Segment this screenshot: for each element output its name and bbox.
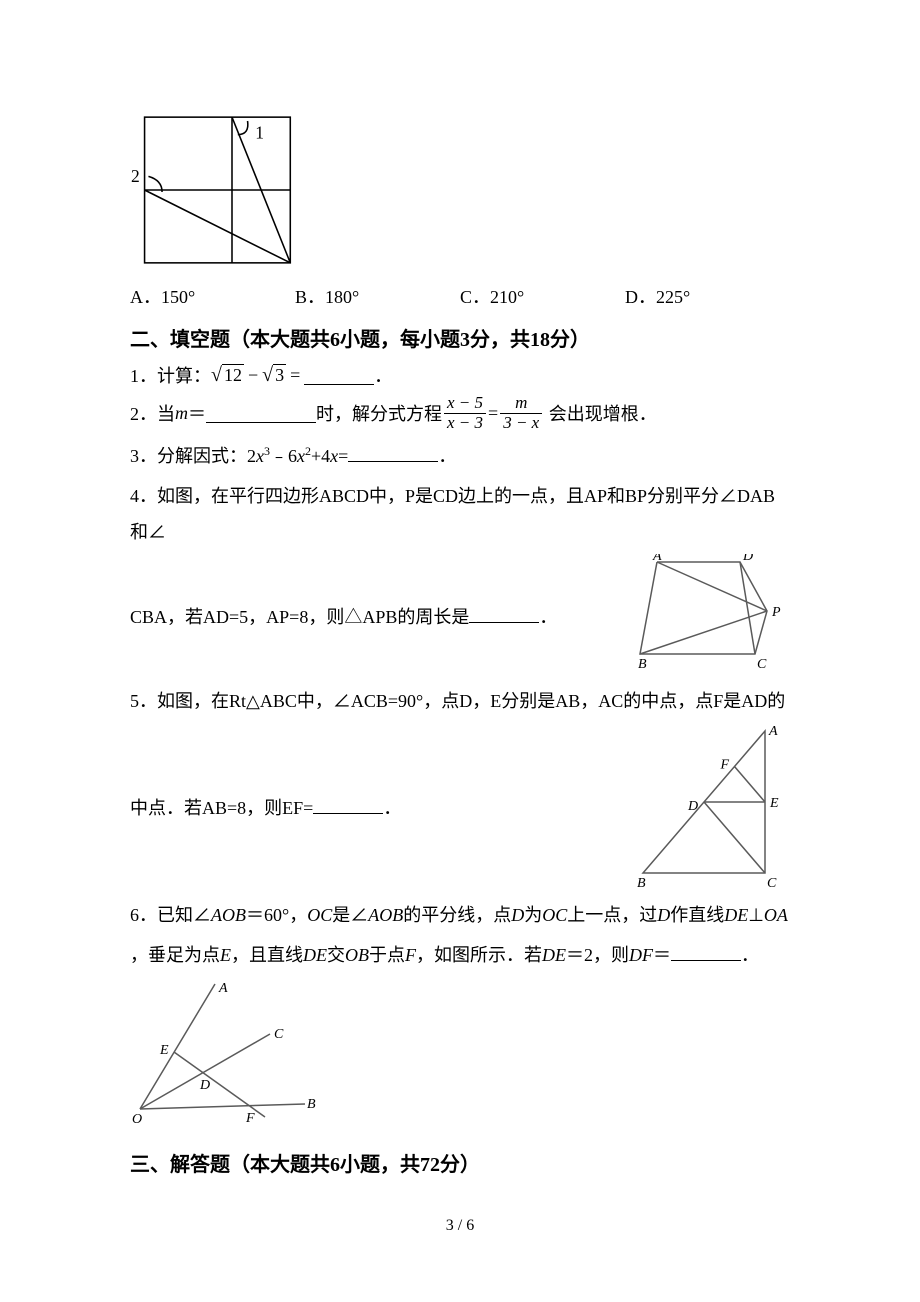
q2-2-frac2: m 3 − x bbox=[500, 394, 542, 432]
q2-2-frac1: x − 5 x − 3 bbox=[444, 394, 486, 432]
svg-text:2: 2 bbox=[131, 166, 140, 186]
q2-1-blank bbox=[304, 366, 374, 385]
q2-4-line2: CBA，若AD=5，AP=8，则△APB的周长是． bbox=[130, 599, 623, 635]
option-b: B．180° bbox=[295, 283, 460, 309]
fig-angle-bisector: O A C B E D F bbox=[130, 979, 790, 1134]
fig-angles: 12 bbox=[130, 110, 790, 275]
q2-1: 1．计算： √12 − √3 = ． bbox=[130, 362, 790, 388]
fig-angles-svg: 12 bbox=[130, 110, 300, 270]
section-2-title: 二、填空题（本大题共6小题，每小题3分，共18分） bbox=[130, 323, 790, 352]
svg-text:1: 1 bbox=[255, 123, 264, 143]
svg-text:F: F bbox=[720, 758, 730, 773]
fig-parallelogram: A D B C P bbox=[635, 554, 790, 679]
q2-2-blank bbox=[206, 404, 316, 423]
fig-triangle-def: A B C D E F bbox=[635, 723, 790, 893]
q2-5-row: 中点．若AB=8，则EF=． A B C D E F bbox=[130, 723, 790, 893]
svg-text:C: C bbox=[767, 876, 777, 888]
svg-text:D: D bbox=[687, 799, 698, 814]
svg-text:B: B bbox=[637, 876, 646, 888]
svg-text:C: C bbox=[757, 657, 767, 672]
q2-2: 2．当 m ＝ 时，解分式方程 x − 5 x − 3 = m 3 − x 会出… bbox=[130, 394, 790, 432]
q2-1-prefix: 1．计算： bbox=[130, 362, 211, 388]
q2-1-sqrt12: √12 bbox=[211, 364, 244, 387]
svg-text:A: A bbox=[652, 554, 662, 564]
option-d: D．225° bbox=[625, 283, 790, 309]
svg-text:B: B bbox=[307, 1097, 316, 1112]
svg-text:C: C bbox=[274, 1027, 284, 1042]
page-number: 3 / 6 bbox=[130, 1217, 790, 1235]
q2-3: 3．分解因式：2x3﹣6x2+4x=． bbox=[130, 438, 790, 474]
q2-6-blank bbox=[671, 942, 741, 961]
page: 12 A．150° B．180° C．210° D．225° 二、填空题（本大题… bbox=[0, 0, 920, 1295]
q2-5-line1: 5．如图，在Rt△ABC中，∠ACB=90°，点D，E分别是AB，AC的中点，点… bbox=[130, 683, 790, 719]
svg-text:A: A bbox=[768, 724, 778, 739]
svg-text:D: D bbox=[742, 554, 753, 564]
q2-6-line2: ，垂足为点E，且直线DE交OB于点F，如图所示．若DE＝2，则DF＝． bbox=[130, 937, 790, 973]
q2-5-blank bbox=[313, 795, 383, 814]
svg-text:F: F bbox=[245, 1111, 255, 1126]
svg-text:E: E bbox=[159, 1043, 169, 1058]
q2-5-line2: 中点．若AB=8，则EF=． bbox=[130, 790, 623, 826]
option-a: A．150° bbox=[130, 283, 295, 309]
svg-text:E: E bbox=[769, 796, 779, 811]
q2-1-sqrt3: √3 bbox=[262, 364, 286, 387]
mc-options: A．150° B．180° C．210° D．225° bbox=[130, 283, 790, 309]
option-c: C．210° bbox=[460, 283, 625, 309]
q2-4-line1: 4．如图，在平行四边形ABCD中，P是CD边上的一点，且AP和BP分别平分∠DA… bbox=[130, 478, 790, 550]
section-3-title: 三、解答题（本大题共6小题，共72分） bbox=[130, 1148, 790, 1177]
svg-text:D: D bbox=[199, 1078, 210, 1093]
svg-text:B: B bbox=[638, 657, 647, 672]
q2-6-line1: 6．已知∠AOB＝60°，OC是∠AOB的平分线，点D为OC上一点，过D作直线D… bbox=[130, 897, 790, 933]
svg-text:O: O bbox=[132, 1112, 142, 1127]
q2-4-blank bbox=[469, 604, 539, 623]
q2-3-blank bbox=[348, 443, 438, 462]
q2-4-row: CBA，若AD=5，AP=8，则△APB的周长是． A D B C P bbox=[130, 554, 790, 679]
svg-text:P: P bbox=[771, 605, 781, 620]
svg-text:A: A bbox=[218, 981, 228, 996]
